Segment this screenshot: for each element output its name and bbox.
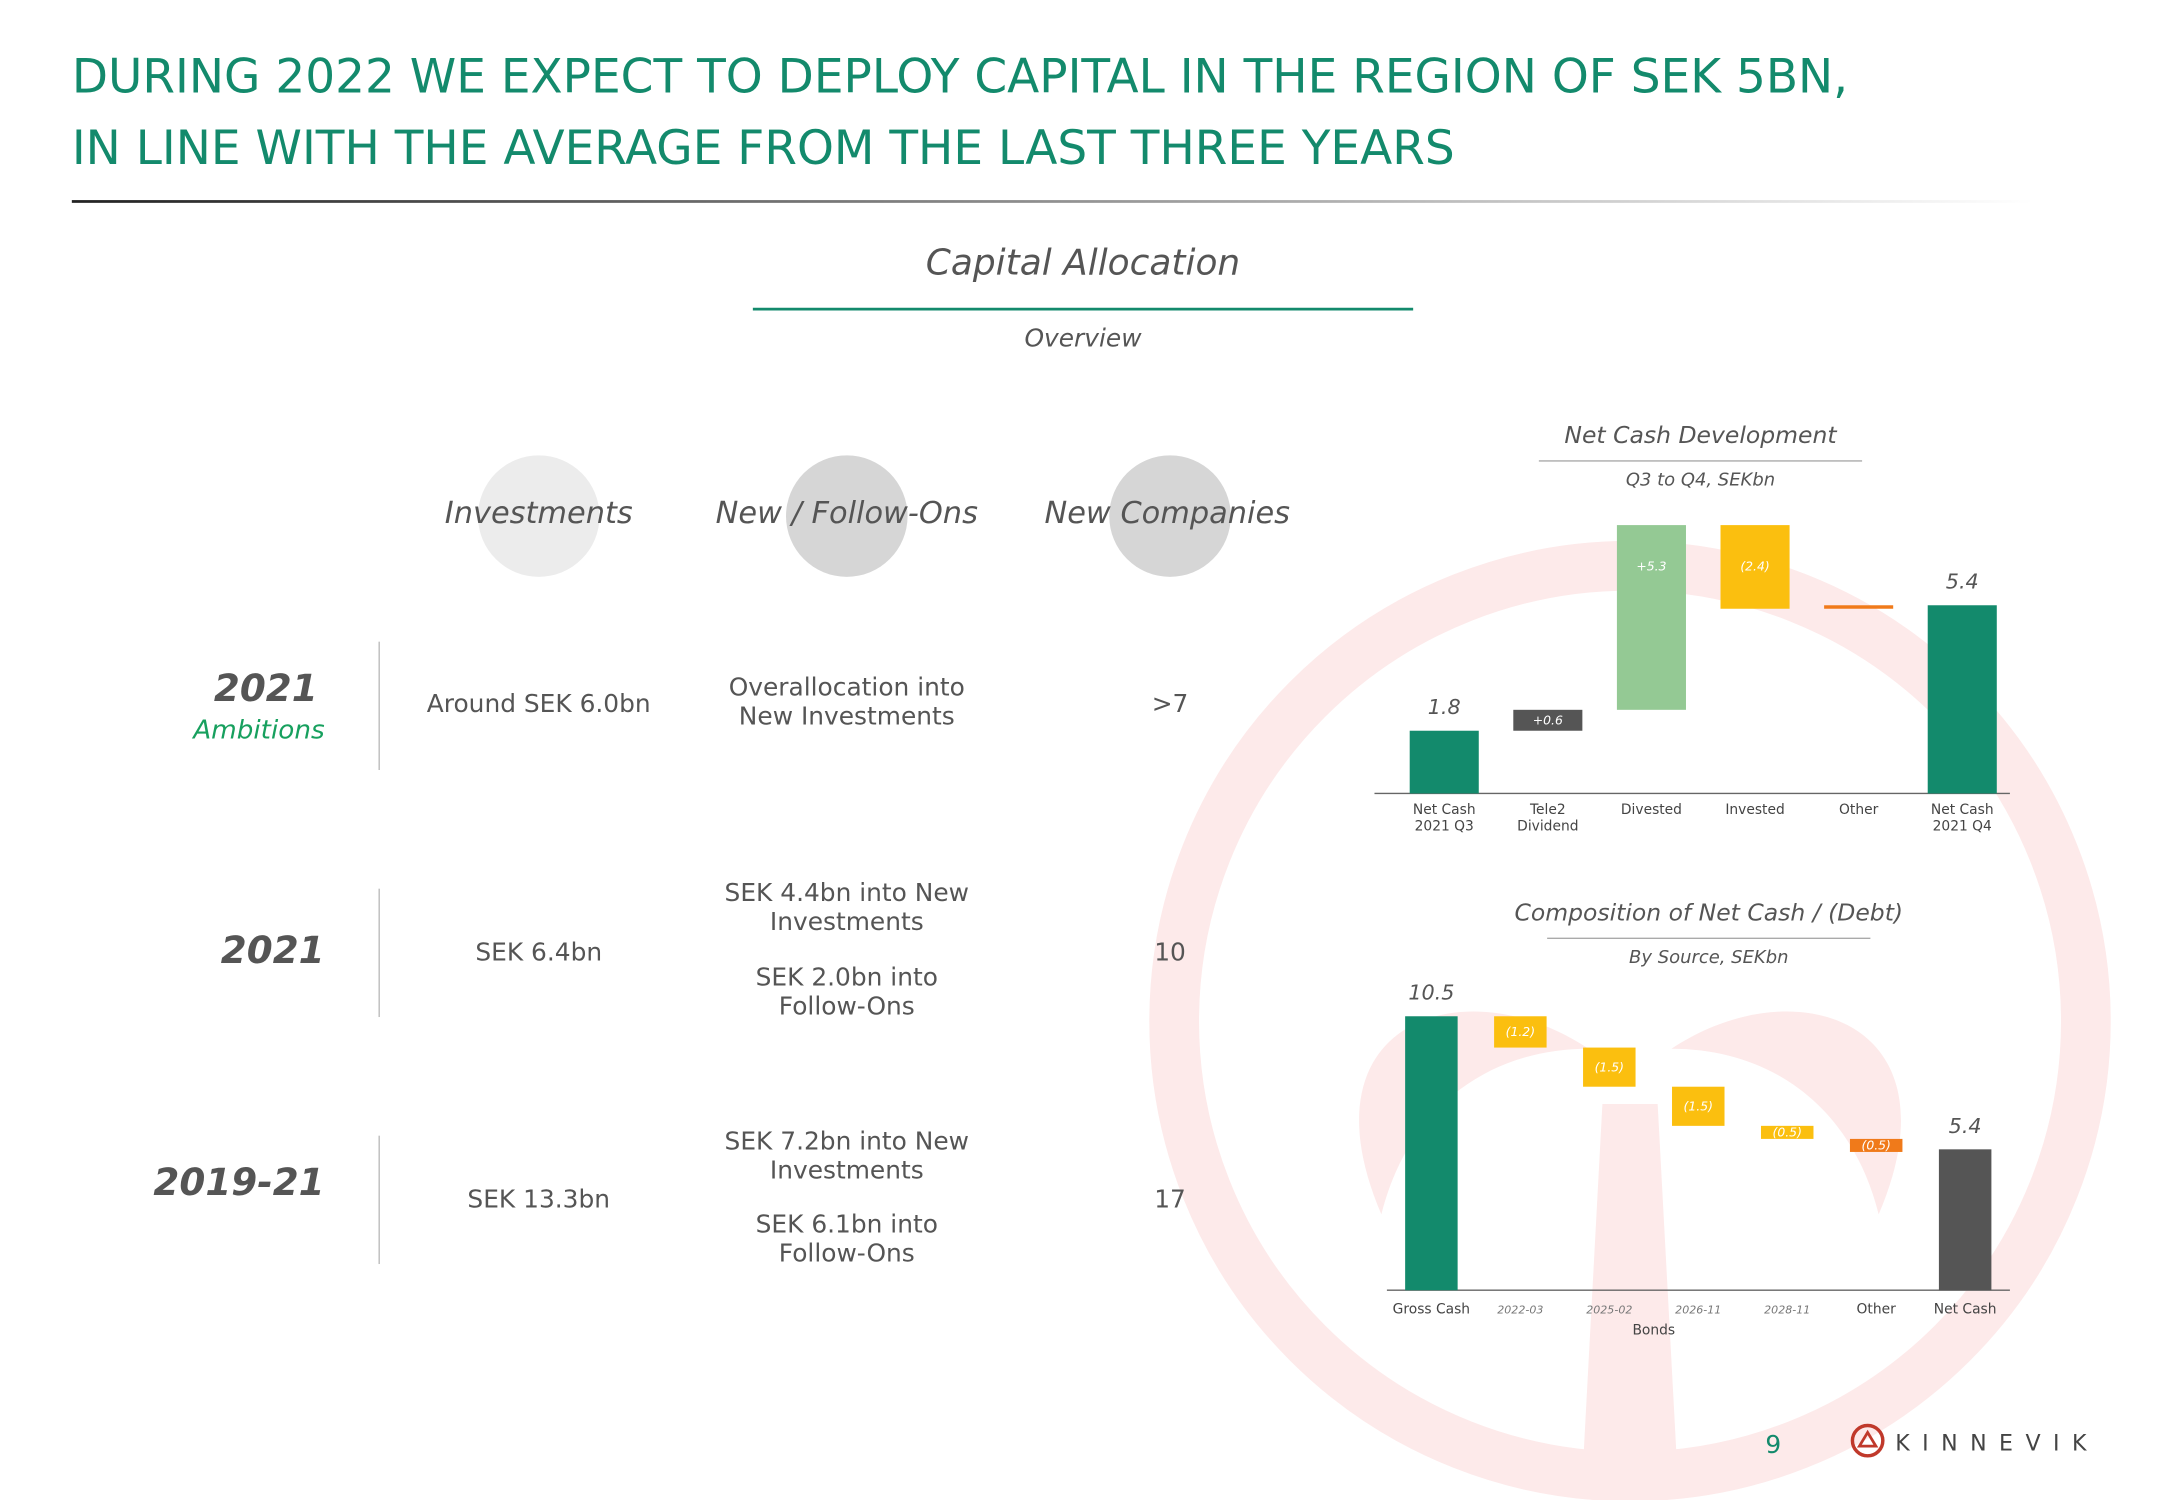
row-divider — [378, 1135, 380, 1265]
category-label: Gross Cash — [1392, 1302, 1471, 1318]
value-label: 1.8 — [1428, 695, 1461, 719]
value-label: (1.2) — [1506, 1024, 1535, 1039]
period: 2019-21 — [153, 1161, 325, 1205]
category-label: 2026-11 — [1675, 1304, 1722, 1317]
cell: SEK 7.2bn into New Investments — [724, 1127, 970, 1186]
section-title: Capital Allocation — [925, 242, 1241, 285]
cell: Overallocation into New Investments — [728, 673, 965, 732]
value-label: (0.5) — [1861, 1138, 1890, 1153]
category-label: Net Cash 2021 Q3 — [1412, 803, 1476, 835]
value-label: 10.5 — [1408, 981, 1454, 1005]
period-note: Ambitions — [193, 714, 325, 746]
chart-subtitle: By Source, SEKbn — [1629, 948, 1789, 969]
bar — [1513, 709, 1583, 731]
category-label: Other — [1856, 1302, 1896, 1318]
category-label: Divested — [1620, 803, 1682, 819]
row-divider — [378, 641, 380, 771]
logo-watermark-shape — [1359, 1011, 1901, 1491]
icon — [1109, 455, 1231, 577]
chart-title: Net Cash Development — [1564, 422, 1837, 450]
cell: SEK 6.4bn — [475, 938, 603, 968]
column-header: New / Follow-Ons — [715, 496, 978, 532]
cell: SEK 2.0bn into Follow-Ons — [755, 963, 938, 1022]
title-line: IN LINE WITH THE AVERAGE FROM THE LAST T… — [71, 121, 1455, 177]
bar — [1824, 605, 1894, 609]
bar — [1927, 605, 1997, 794]
category-label: 2025-02 — [1586, 1304, 1633, 1317]
cell: SEK 4.4bn into New Investments — [724, 879, 970, 937]
bar — [1616, 525, 1686, 710]
category-label: Tele2 Dividend — [1517, 803, 1579, 835]
value-label: +5.3 — [1636, 559, 1666, 574]
bar — [1672, 1086, 1725, 1126]
title-line: DURING 2022 WE EXPECT TO DEPLOY CAPITAL … — [71, 49, 1849, 105]
icon — [786, 455, 908, 577]
value-label: 5.4 — [1946, 570, 1979, 594]
bar — [1938, 1149, 1992, 1291]
category-label: 2022-03 — [1497, 1304, 1544, 1317]
bar — [1583, 1047, 1636, 1087]
title: DURING 2022 WE EXPECT TO DEPLOY CAPITAL … — [72, 41, 1848, 185]
bar — [1720, 525, 1790, 609]
logo-text: KINNEVIK — [1895, 1429, 2099, 1456]
period: 2021 — [220, 930, 325, 973]
cell: SEK 6.1bn into Follow-Ons — [755, 1210, 938, 1269]
value-label: (2.4) — [1740, 559, 1769, 574]
value-label: (0.5) — [1773, 1125, 1802, 1140]
value-label: 5.4 — [1949, 1114, 1982, 1138]
cell: Around SEK 6.0bn — [426, 689, 651, 719]
chart-title: Composition of Net Cash / (Debt) — [1514, 899, 1904, 928]
bar — [1409, 730, 1479, 794]
header-rule — [71, 200, 2034, 203]
logo-icon — [1850, 1423, 1885, 1458]
period: 2021 — [213, 667, 318, 711]
section-subtitle: Overview — [1024, 324, 1142, 354]
value-label: +0.6 — [1533, 712, 1563, 727]
bar — [1760, 1125, 1814, 1139]
category-label: Net Cash 2021 Q4 — [1930, 803, 1994, 835]
cell: 17 — [1154, 1185, 1186, 1215]
page-number: 9 — [1765, 1430, 1782, 1460]
column-header: Investments — [444, 496, 633, 532]
cell: SEK 13.3bn — [467, 1185, 611, 1215]
bar — [1405, 1016, 1458, 1291]
category-label: Net Cash — [1933, 1302, 1997, 1318]
cell: >7 — [1151, 689, 1189, 719]
category-label: Invested — [1725, 803, 1785, 819]
value-label: (1.5) — [1684, 1098, 1713, 1113]
category-label: 2028-11 — [1764, 1304, 1811, 1317]
group-label: Bonds — [1632, 1323, 1676, 1339]
row-divider — [378, 888, 380, 1018]
bar — [1849, 1138, 1903, 1152]
value-label: (1.5) — [1595, 1059, 1624, 1074]
chart-subtitle: Q3 to Q4, SEKbn — [1625, 470, 1776, 492]
bar — [1494, 1016, 1547, 1048]
cell: 10 — [1154, 938, 1186, 968]
icon — [477, 455, 600, 577]
column-header: New Companies — [1044, 496, 1291, 532]
category-label: Other — [1839, 803, 1879, 819]
